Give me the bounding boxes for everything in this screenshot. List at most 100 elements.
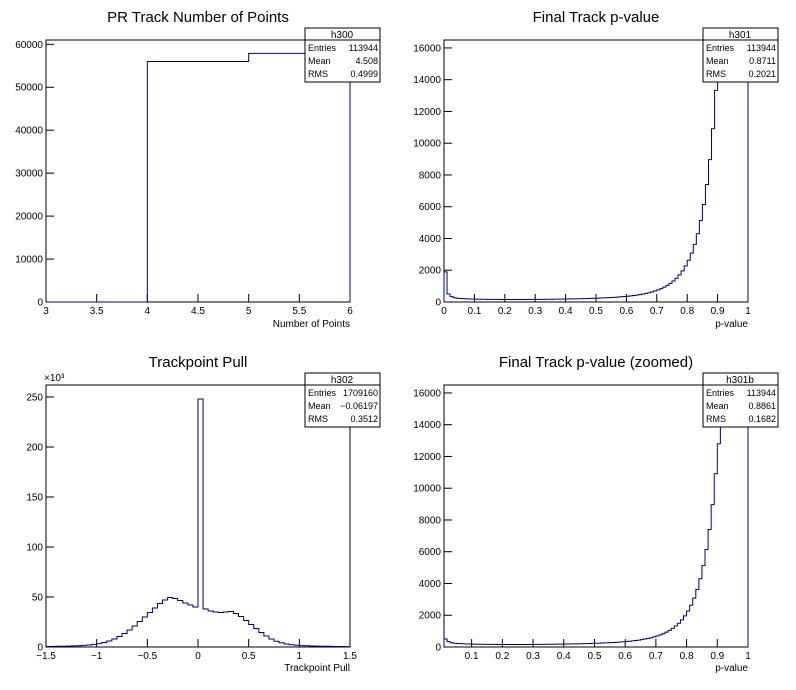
histogram-bin <box>132 626 137 647</box>
histogram-bin <box>487 644 490 647</box>
x-axis-label: p-value <box>715 663 748 674</box>
histogram-bin <box>576 644 579 647</box>
y-tick-label: 100 <box>26 543 43 554</box>
histogram-bin <box>97 644 102 647</box>
y-tick-label: 30000 <box>15 169 43 180</box>
histogram-bin <box>254 629 259 648</box>
histogram-bin <box>717 444 720 647</box>
x-axis-label: Number of Points <box>273 319 350 330</box>
histogram-bin <box>511 299 514 302</box>
stats-label: RMS <box>308 69 328 79</box>
histogram-bin <box>641 640 644 647</box>
histogram-bin <box>51 646 56 647</box>
x-tick-label: −1.5 <box>36 651 56 662</box>
y-tick-label: 2000 <box>419 611 442 622</box>
histogram-bin <box>152 608 157 647</box>
histogram-bin <box>647 638 650 647</box>
histogram-bin <box>639 295 642 302</box>
histogram-bin <box>493 299 496 302</box>
histogram-bin <box>678 275 681 302</box>
histogram-bin <box>533 644 536 647</box>
histogram-bin <box>650 638 653 647</box>
histogram-bin <box>102 643 107 648</box>
histogram-bin <box>690 253 693 302</box>
histogram-bin <box>518 644 521 647</box>
histogram-bin <box>736 390 739 647</box>
histogram-bin <box>724 51 727 302</box>
x-tick-label: 1 <box>745 651 751 662</box>
histogram-series <box>45 398 351 648</box>
histogram-bin <box>579 644 582 647</box>
histogram-bin <box>462 644 465 647</box>
histogram-bin <box>605 298 608 302</box>
y-tick-label: 12000 <box>413 452 441 463</box>
histogram-bin <box>535 299 538 302</box>
histogram-bin <box>625 642 628 647</box>
histogram-bin <box>471 299 474 302</box>
x-tick-label: 1 <box>745 306 751 317</box>
stats-label: Entries <box>706 388 735 398</box>
y-tick-label: 4000 <box>419 234 442 245</box>
histogram-bin <box>601 643 604 647</box>
histogram-bin <box>544 299 547 302</box>
stats-name: h301 <box>729 30 752 41</box>
x-tick-label: 1.5 <box>343 651 357 662</box>
x-tick-label: 0.3 <box>528 306 542 317</box>
histogram-bin <box>178 601 183 648</box>
x-tick-label: 0.2 <box>498 306 512 317</box>
x-tick-label: 4 <box>145 306 151 317</box>
histogram-bin <box>684 266 687 302</box>
histogram-bin <box>444 639 447 647</box>
y-tick-label: 40000 <box>15 126 43 137</box>
histogram-bin <box>553 299 556 302</box>
histogram-bin <box>505 299 508 302</box>
histogram-bin <box>137 622 142 648</box>
histogram-bin <box>613 642 616 647</box>
histogram-bin <box>520 299 523 302</box>
histogram-bin <box>604 643 607 647</box>
histogram-bin <box>117 637 122 648</box>
histogram-bin <box>611 297 614 302</box>
pad-final-track-pvalue-zoomed: Final Track p-value (zoomed) 0 2000 4000 60… <box>413 354 779 674</box>
histogram-bin <box>564 644 567 647</box>
histogram-bin <box>168 598 173 648</box>
histogram-bin <box>672 281 675 302</box>
pad-trackpoint-pull: Trackpoint Pull ×10³ 0 50 100 150 200 250 −1.5… <box>26 354 381 674</box>
histogram-bin <box>681 271 684 302</box>
histogram-bin <box>539 644 542 647</box>
histogram-bin <box>573 644 576 647</box>
histogram-bin <box>723 407 726 647</box>
x-tick-label: 0.8 <box>680 306 694 317</box>
histogram-bin <box>173 599 178 648</box>
histogram-bin <box>556 299 559 302</box>
histogram-bin <box>269 639 274 647</box>
y-tick-label: 0 <box>37 298 43 309</box>
x-tick-label: −1 <box>91 651 103 662</box>
histogram-bin <box>680 620 683 647</box>
stats-box: h301 Entries 113944 Mean 0.8711 RMS 0.20… <box>702 27 779 83</box>
x-tick-label: 0.1 <box>465 651 479 662</box>
x-tick-label: 0.7 <box>650 306 664 317</box>
chart-title: Final Track p-value (zoomed) <box>499 354 693 371</box>
y-exponent: ×10³ <box>44 373 65 384</box>
histogram-bin <box>465 299 468 302</box>
histogram-bin <box>599 298 602 302</box>
histogram-bin <box>157 604 162 648</box>
histogram-bin <box>66 646 71 647</box>
histogram-bin <box>684 616 687 647</box>
histogram-bin <box>548 644 551 647</box>
y-tick-label: 12000 <box>413 107 441 118</box>
y-tick-label: 8000 <box>419 515 442 526</box>
histogram-bin <box>536 644 539 647</box>
histogram-bin <box>558 644 561 647</box>
histogram-bin <box>61 646 66 647</box>
histogram-bin <box>208 611 213 647</box>
stats-name: h301b <box>726 375 754 386</box>
y-tick-label: 60000 <box>15 40 43 51</box>
y-tick-label: 200 <box>26 443 43 454</box>
histogram-bin <box>450 297 453 302</box>
histogram-bin <box>304 646 309 647</box>
histogram-bin <box>588 644 591 647</box>
histogram-bin <box>475 644 478 647</box>
histogram-bin <box>551 644 554 647</box>
